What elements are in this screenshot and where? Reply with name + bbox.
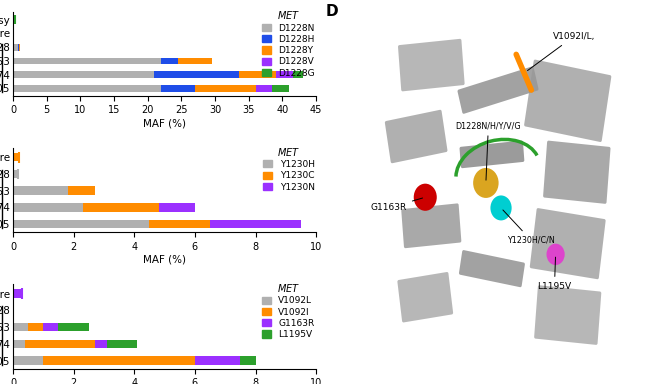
FancyBboxPatch shape <box>385 110 447 163</box>
Text: D1228N/H/Y/V/G: D1228N/H/Y/V/G <box>456 121 521 180</box>
Bar <box>240 356 255 365</box>
Bar <box>276 71 292 78</box>
Bar <box>44 356 195 365</box>
FancyBboxPatch shape <box>459 250 525 287</box>
X-axis label: MAF (%): MAF (%) <box>143 255 186 265</box>
Bar <box>83 203 159 212</box>
Bar <box>68 187 95 195</box>
FancyBboxPatch shape <box>534 285 601 345</box>
Bar <box>195 356 240 365</box>
Bar <box>13 220 150 228</box>
FancyBboxPatch shape <box>543 141 610 204</box>
Text: G1163R: G1163R <box>370 198 422 212</box>
Bar <box>13 16 15 23</box>
FancyBboxPatch shape <box>398 39 465 91</box>
Bar <box>107 340 137 348</box>
Bar <box>28 323 44 331</box>
Bar <box>13 356 44 365</box>
FancyBboxPatch shape <box>458 66 538 114</box>
Bar <box>155 71 239 78</box>
Bar <box>13 323 28 331</box>
FancyBboxPatch shape <box>460 141 525 168</box>
Bar <box>292 71 303 78</box>
Bar <box>195 85 255 92</box>
Bar <box>44 323 58 331</box>
Legend: Y1230H, Y1230C, Y1230N: Y1230H, Y1230C, Y1230N <box>263 146 315 192</box>
Bar <box>13 170 18 178</box>
Bar <box>210 220 301 228</box>
Bar <box>239 71 276 78</box>
Bar <box>13 44 18 51</box>
Text: V1092I/L,: V1092I/L, <box>528 32 595 71</box>
Bar <box>161 85 195 92</box>
Bar <box>18 44 19 51</box>
Bar <box>161 58 178 65</box>
Bar <box>19 44 20 51</box>
Circle shape <box>414 184 437 211</box>
Bar <box>58 323 89 331</box>
Text: L1195V: L1195V <box>538 257 571 291</box>
Bar <box>25 340 95 348</box>
X-axis label: MAF (%): MAF (%) <box>143 118 186 128</box>
Bar <box>13 187 68 195</box>
Bar <box>150 220 210 228</box>
Legend: V1092L, V1092I, G1163R, L1195V: V1092L, V1092I, G1163R, L1195V <box>262 282 315 339</box>
Bar <box>95 340 107 348</box>
FancyBboxPatch shape <box>524 60 611 142</box>
Circle shape <box>547 243 565 265</box>
Text: Y1230H/C/N: Y1230H/C/N <box>503 210 555 245</box>
Bar <box>178 58 212 65</box>
FancyBboxPatch shape <box>401 204 462 248</box>
Bar <box>13 290 22 298</box>
Bar <box>159 203 195 212</box>
Bar <box>13 203 83 212</box>
FancyBboxPatch shape <box>397 272 453 323</box>
Circle shape <box>490 195 512 220</box>
Bar <box>13 58 161 65</box>
Bar <box>13 340 25 348</box>
Bar <box>13 153 19 161</box>
Text: D: D <box>325 4 338 19</box>
Circle shape <box>473 168 499 198</box>
Legend: D1228N, D1228H, D1228Y, D1228V, D1228G: D1228N, D1228H, D1228Y, D1228V, D1228G <box>262 9 315 78</box>
Bar <box>13 85 161 92</box>
Bar <box>272 85 289 92</box>
Bar <box>255 85 272 92</box>
FancyBboxPatch shape <box>530 208 606 279</box>
Bar <box>13 71 155 78</box>
